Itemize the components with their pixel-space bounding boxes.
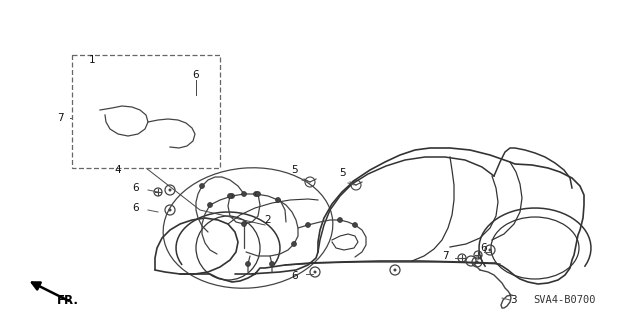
Text: 6: 6 [292,271,298,281]
Circle shape [227,194,232,198]
Circle shape [195,99,198,101]
Circle shape [488,249,492,251]
Text: 1: 1 [89,55,95,65]
Text: 7: 7 [57,113,63,123]
Circle shape [476,261,479,263]
Circle shape [168,189,172,191]
Circle shape [168,209,172,211]
Circle shape [241,221,246,226]
Circle shape [394,269,397,271]
Text: 6: 6 [481,243,487,253]
Circle shape [230,194,234,198]
Circle shape [337,218,342,222]
Circle shape [291,241,296,247]
Circle shape [275,197,280,203]
Text: 2: 2 [265,215,271,225]
Text: 3: 3 [509,295,516,305]
Circle shape [255,191,260,197]
Text: 6: 6 [132,183,140,193]
Circle shape [253,191,259,197]
Text: FR.: FR. [57,294,79,308]
Text: 6: 6 [132,203,140,213]
Text: 7: 7 [442,251,448,261]
Text: 5: 5 [339,168,346,178]
Circle shape [353,222,358,227]
Circle shape [241,191,246,197]
Circle shape [305,222,310,227]
Circle shape [269,262,275,266]
Text: SVA4-B0700: SVA4-B0700 [534,295,596,305]
Circle shape [200,183,205,189]
Text: 5: 5 [292,165,298,175]
Circle shape [314,271,317,273]
Bar [72,55,220,168]
Circle shape [246,262,250,266]
Circle shape [207,203,212,207]
Text: 4: 4 [115,165,122,175]
Text: 6: 6 [193,70,199,80]
